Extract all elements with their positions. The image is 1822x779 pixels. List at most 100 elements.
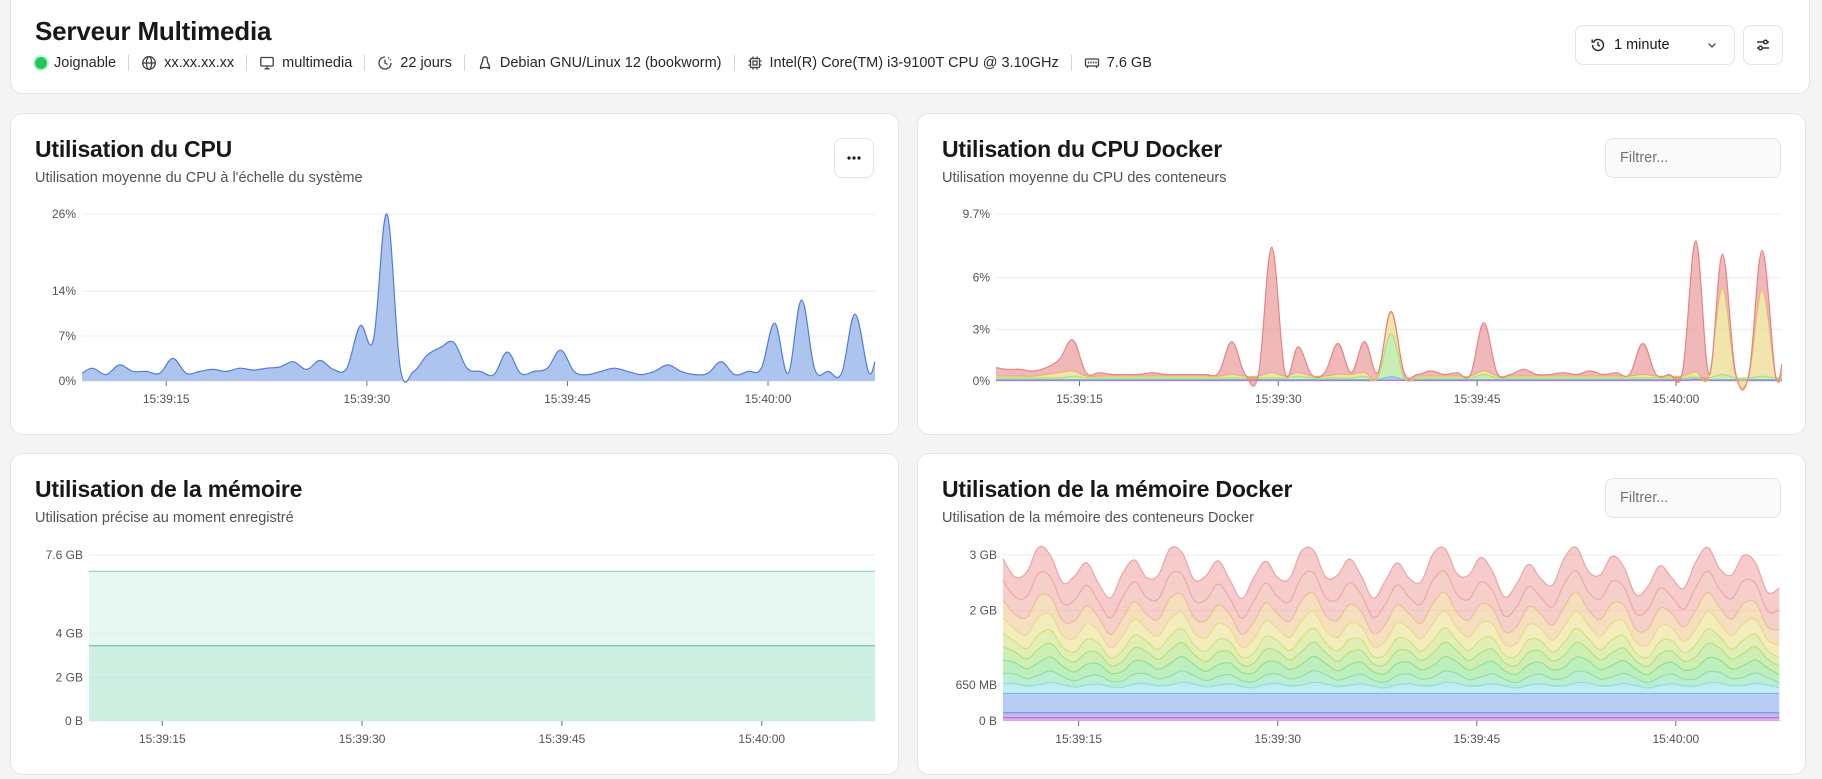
server-title: Serveur Multimedia	[35, 16, 272, 46]
y-tick-label: 26%	[52, 207, 76, 221]
status-text: Joignable	[54, 55, 117, 71]
y-tick-label: 2 GB	[970, 603, 997, 617]
os-text: Debian GNU/Linux 12 (bookworm)	[499, 55, 722, 71]
y-tick-label: 3%	[973, 322, 991, 336]
cpu-panel-subtitle: Utilisation moyenne du CPU à l'échelle d…	[35, 170, 363, 186]
ip-item: xx.xx.xx.xx	[141, 55, 234, 71]
history-icon	[1590, 37, 1606, 53]
x-tick-label: 15:40:00	[1652, 732, 1699, 746]
server-header: Serveur Multimedia Joignable xx.xx.xx.xx…	[10, 0, 1810, 94]
memory-icon	[1084, 55, 1100, 71]
y-tick-label: 3 GB	[970, 548, 997, 562]
x-tick-label: 15:39:45	[1454, 392, 1501, 406]
cpu-panel: Utilisation du CPU Utilisation moyenne d…	[10, 113, 899, 435]
time-range-select[interactable]: 1 minute	[1575, 25, 1735, 65]
y-tick-label: 4 GB	[56, 627, 83, 641]
x-tick-label: 15:39:30	[1255, 392, 1302, 406]
hostname-item: multimedia	[259, 55, 352, 71]
x-tick-label: 15:39:15	[139, 732, 186, 746]
y-tick-label: 2 GB	[56, 670, 83, 684]
memory-docker-panel-subtitle: Utilisation de la mémoire des conteneurs…	[942, 510, 1254, 526]
memory-docker-panel: Utilisation de la mémoire Docker Utilisa…	[917, 453, 1806, 775]
server-info-bar: Joignable xx.xx.xx.xx multimedia 22 jour…	[35, 55, 1152, 71]
cpu-panel-title: Utilisation du CPU	[35, 136, 233, 162]
x-tick-label: 15:39:45	[539, 732, 586, 746]
cpu-docker-filter-input[interactable]	[1605, 138, 1781, 178]
x-tick-label: 15:40:00	[738, 732, 785, 746]
y-tick-label: 7%	[59, 329, 77, 343]
uptime-text: 22 jours	[400, 55, 452, 71]
y-tick-label: 0 B	[65, 714, 83, 728]
series-area-2	[1003, 693, 1780, 713]
cpu-line	[81, 213, 876, 383]
divider	[364, 55, 366, 71]
cpu-text: Intel(R) Core(TM) i3-9100T CPU @ 3.10GHz	[769, 55, 1059, 71]
x-tick-label: 15:39:45	[544, 392, 591, 406]
cpu-item: Intel(R) Core(TM) i3-9100T CPU @ 3.10GHz	[747, 55, 1059, 71]
ip-text: xx.xx.xx.xx	[164, 55, 235, 71]
divider	[246, 55, 248, 71]
x-tick-label: 15:40:00	[745, 392, 792, 406]
memory-docker-filter-input[interactable]	[1605, 478, 1781, 518]
y-tick-label: 0 B	[979, 714, 997, 728]
memory-panel-subtitle: Utilisation précise au moment enregistré	[35, 510, 294, 526]
os-item: Debian GNU/Linux 12 (bookworm)	[477, 55, 722, 71]
series-area-0	[89, 645, 875, 721]
clock-icon	[377, 55, 393, 71]
memory-docker-chart: 0 B 650 MB 2 GB 3 GB 15:39:15 15:39:30 15:39:4…	[956, 545, 1782, 746]
cpu-docker-panel: Utilisation du CPU Docker Utilisation mo…	[917, 113, 1806, 435]
series-area-10	[1003, 570, 1780, 635]
y-tick-label: 650 MB	[956, 678, 997, 692]
y-tick-label: 0%	[59, 374, 77, 388]
y-tick-label: 0%	[973, 374, 991, 388]
x-tick-label: 15:39:30	[1254, 732, 1301, 746]
globe-icon	[141, 55, 157, 71]
memory-chart: 0 B 2 GB 4 GB 7.6 GB 15:39:15 15:39:30 15:39:4…	[46, 548, 875, 746]
hostname-text: multimedia	[282, 55, 353, 71]
x-tick-label: 15:39:30	[339, 732, 386, 746]
y-tick-label: 9.7%	[963, 207, 991, 221]
status-item: Joignable	[35, 55, 116, 71]
series-line-4	[995, 240, 1783, 391]
divider	[733, 55, 735, 71]
sliders-icon	[1755, 37, 1771, 53]
series-area-2	[996, 333, 1782, 382]
x-tick-label: 15:39:15	[1056, 392, 1103, 406]
memory-panel-title: Utilisation de la mémoire	[35, 476, 303, 502]
time-range-value: 1 minute	[1614, 37, 1670, 53]
x-tick-label: 15:39:30	[343, 392, 390, 406]
memory-docker-panel-title: Utilisation de la mémoire Docker	[942, 476, 1293, 502]
cpu-docker-panel-title: Utilisation du CPU Docker	[942, 136, 1222, 162]
uptime-item: 22 jours	[377, 55, 452, 71]
series-area-1	[1003, 712, 1780, 718]
settings-button[interactable]	[1743, 25, 1783, 65]
divider	[128, 55, 130, 71]
series-area-1	[996, 376, 1782, 381]
series-area-8	[1003, 611, 1780, 659]
series-area-0	[1003, 717, 1780, 721]
divider	[1070, 55, 1072, 71]
y-tick-label: 6%	[973, 271, 991, 285]
x-tick-label: 15:40:00	[1653, 392, 1700, 406]
memory-item: 7.6 GB	[1084, 55, 1152, 71]
divider	[463, 55, 465, 71]
more-horizontal-icon	[846, 150, 862, 166]
linux-icon	[477, 55, 493, 71]
y-tick-label: 14%	[52, 284, 76, 298]
series-area-11	[1003, 546, 1780, 619]
cpu-chart: 0% 7% 14% 26% 15:39:15 15:39:30 15:39:45 15:40:…	[52, 207, 876, 406]
memory-panel: Utilisation de la mémoire Utilisation pr…	[10, 453, 899, 775]
chevron-down-icon	[1704, 37, 1720, 53]
x-tick-label: 15:39:15	[1055, 732, 1102, 746]
cpu-docker-panel-subtitle: Utilisation moyenne du CPU des conteneur…	[942, 170, 1227, 186]
cpu-icon	[747, 55, 763, 71]
cpu-docker-chart: 0% 3% 6% 9.7% 15:39:15 15:39:30 15:39:45 15:40:…	[963, 207, 1783, 406]
x-tick-label: 15:39:45	[1453, 732, 1500, 746]
series-line-11	[1002, 545, 1780, 600]
cpu-area	[82, 213, 875, 383]
x-tick-label: 15:39:15	[143, 392, 190, 406]
series-area-1	[89, 571, 875, 646]
y-tick-label: 7.6 GB	[46, 548, 83, 562]
cpu-panel-menu-button[interactable]	[834, 138, 874, 178]
memory-text: 7.6 GB	[1106, 55, 1152, 71]
